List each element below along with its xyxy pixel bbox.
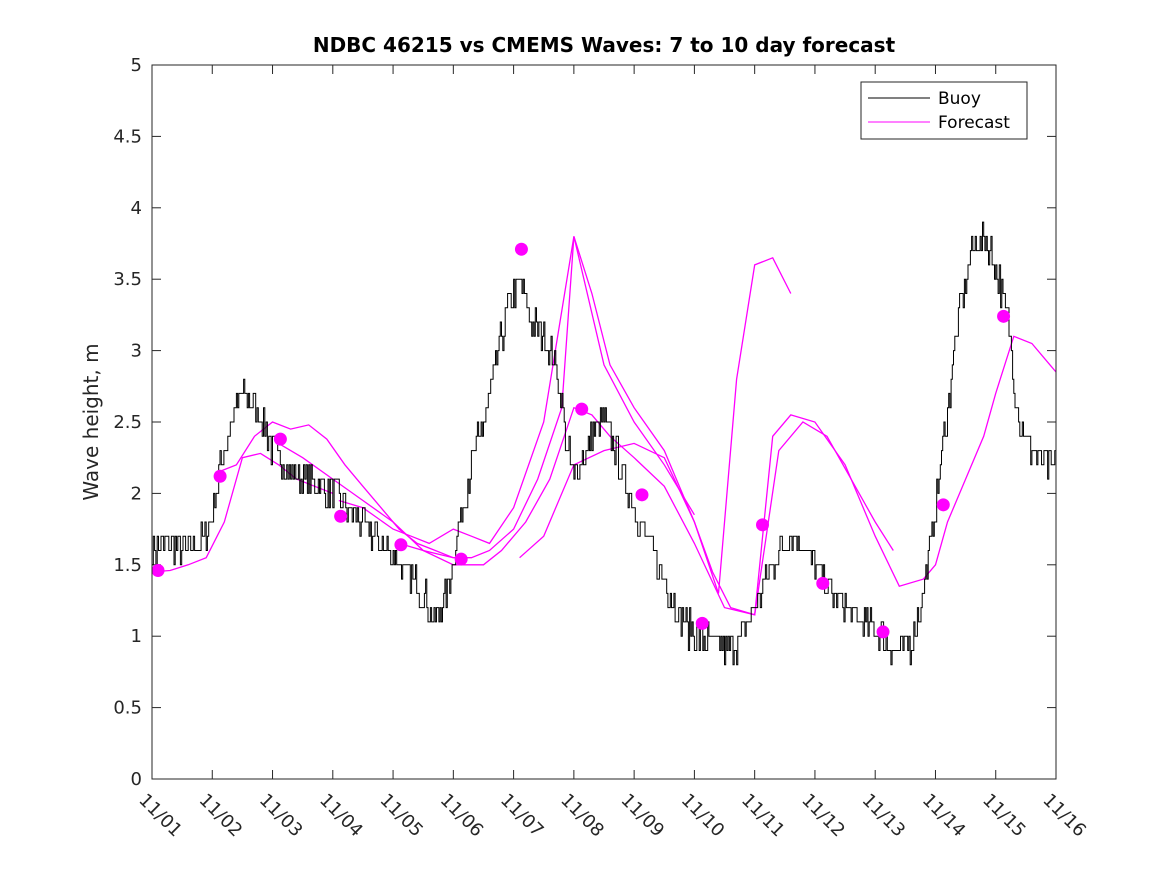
forecast-line-5 xyxy=(398,406,894,616)
y-tick-label: 4 xyxy=(131,198,142,219)
forecast-start-marker xyxy=(876,625,890,639)
legend-buoy-label: Buoy xyxy=(938,89,981,109)
forecast-start-marker xyxy=(273,432,287,446)
forecast-line-6 xyxy=(519,335,1057,616)
series-layer xyxy=(151,221,1057,666)
y-tick-labels: 0 0.5 1 1.5 2 2.5 3 3.5 4 4.5 5 xyxy=(113,55,142,790)
forecast-start-marker xyxy=(756,518,770,532)
y-tick-label: 3 xyxy=(131,341,142,362)
forecast-start-marker xyxy=(575,402,589,416)
y-tick-label: 5 xyxy=(131,55,142,76)
y-tick-label: 2 xyxy=(131,483,142,504)
y-tick-label: 2.5 xyxy=(113,412,142,433)
forecast-start-marker xyxy=(816,576,830,590)
forecast-start-marker xyxy=(514,242,528,256)
y-tick-label: 1 xyxy=(131,626,142,647)
y-axis-label: Wave height, m xyxy=(79,343,103,500)
forecast-line-4 xyxy=(338,236,792,594)
forecast-start-marker xyxy=(334,509,348,523)
forecast-line-3 xyxy=(278,236,695,559)
y-tick-label: 1.5 xyxy=(113,555,142,576)
legend-box xyxy=(860,81,1028,140)
marker-layer xyxy=(151,242,1011,639)
forecast-start-marker xyxy=(936,498,950,512)
forecast-start-marker xyxy=(213,469,227,483)
forecast-start-marker xyxy=(635,488,649,502)
forecast-start-marker xyxy=(394,538,408,552)
y-tick-label: 0 xyxy=(131,769,142,790)
y-tick-label: 4.5 xyxy=(113,126,142,147)
forecast-line-2 xyxy=(218,421,454,559)
forecast-start-marker xyxy=(454,552,468,566)
chart-title: NDBC 46215 vs CMEMS Waves: 7 to 10 day f… xyxy=(313,33,896,57)
forecast-start-marker xyxy=(151,564,165,578)
plot-frame xyxy=(151,64,1057,780)
forecast-start-marker xyxy=(695,616,709,630)
forecast-start-marker xyxy=(997,309,1011,323)
y-tick-label: 3.5 xyxy=(113,269,142,290)
legend: Buoy Forecast xyxy=(860,81,1028,140)
y-tick-label: 0.5 xyxy=(113,698,142,719)
legend-forecast-label: Forecast xyxy=(938,113,1010,133)
buoy-line xyxy=(152,221,1057,666)
